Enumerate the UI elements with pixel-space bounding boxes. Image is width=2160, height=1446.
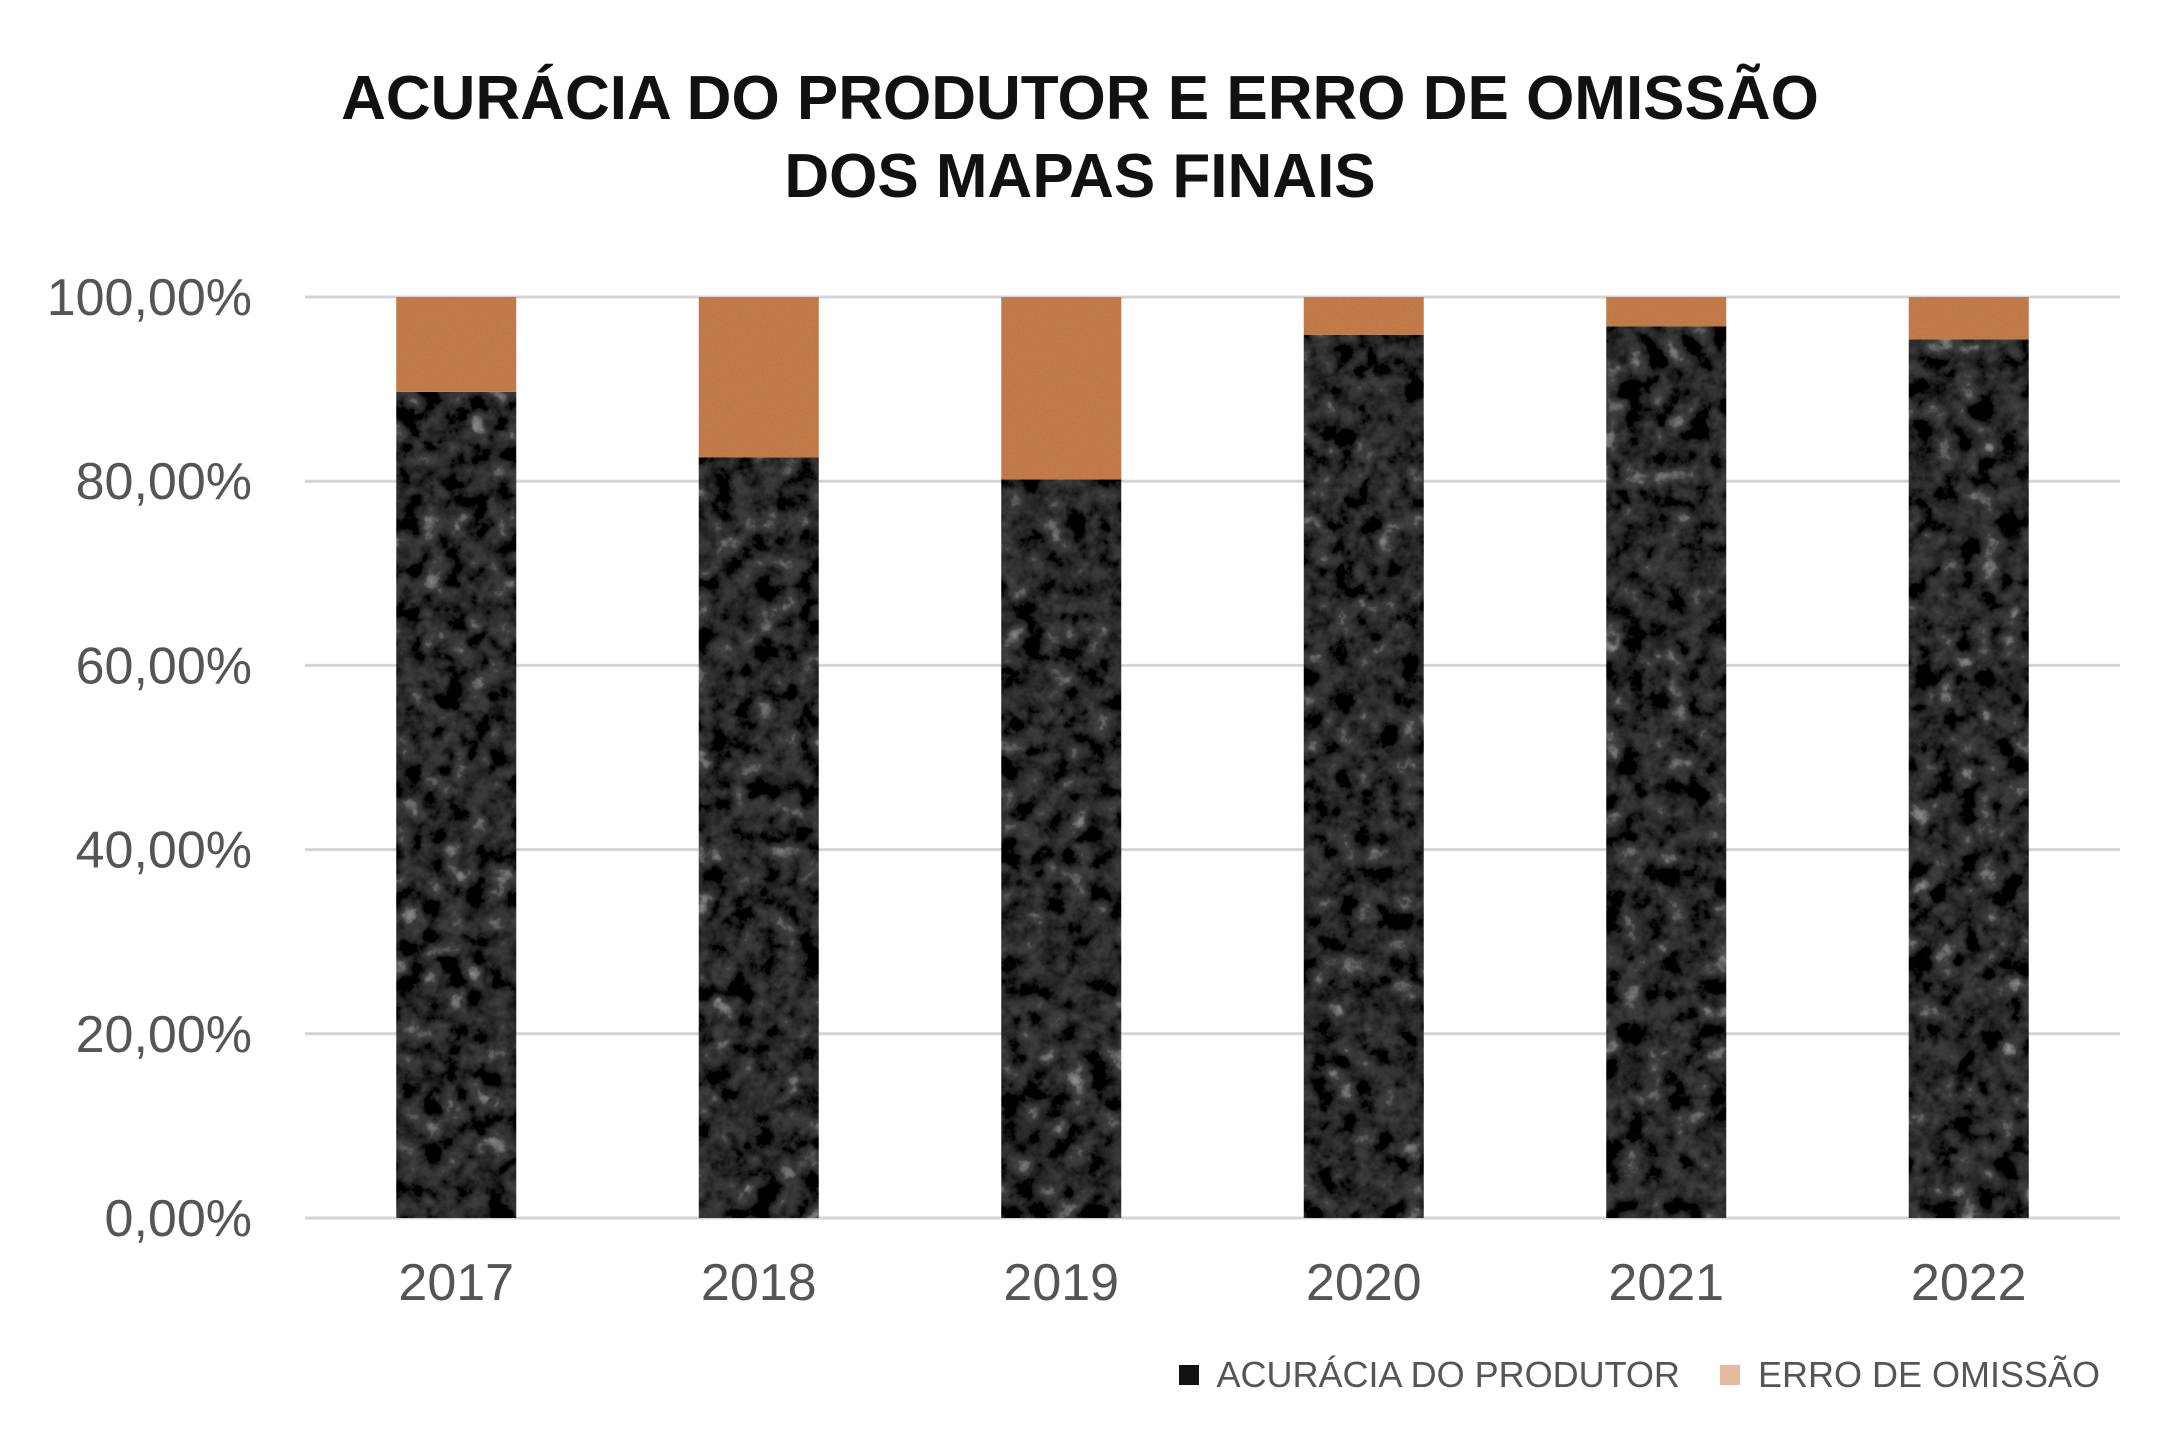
y-axis-ticks: 0,00% 20,00% 40,00% 60,00% 80,00% 100,00% xyxy=(47,269,252,1248)
bar-erro-2017 xyxy=(396,297,517,392)
y-tick-label: 20,00% xyxy=(76,1006,252,1064)
bar-acuracia-2022 xyxy=(1908,339,2029,1219)
y-tick-label: 40,00% xyxy=(76,822,252,880)
y-tick-label: 80,00% xyxy=(76,453,252,511)
bar-acuracia-2020 xyxy=(1303,334,1424,1218)
chart-title: ACURÁCIA DO PRODUTOR E ERRO DE OMISSÃO D… xyxy=(0,60,2160,216)
bar-erro-2021 xyxy=(1606,297,1727,327)
bar-acuracia-2017 xyxy=(396,391,517,1218)
chart-title-line-2: DOS MAPAS FINAIS xyxy=(784,142,1376,211)
y-tick-label: 100,00% xyxy=(47,269,252,327)
x-axis-ticks: 2017 2018 2019 2020 2021 2022 xyxy=(398,1254,2026,1312)
x-tick-label: 2022 xyxy=(1911,1254,2027,1312)
bar-acuracia-2018 xyxy=(698,457,819,1218)
bars xyxy=(396,297,2029,1219)
x-tick-label: 2019 xyxy=(1003,1254,1119,1312)
legend-item-acuracia: ACURÁCIA DO PRODUTOR xyxy=(1178,1354,1680,1396)
bar-acuracia-2019 xyxy=(1001,479,1122,1218)
bar-erro-2022 xyxy=(1908,297,2029,340)
legend: ACURÁCIA DO PRODUTOR ERRO DE OMISSÃO xyxy=(1100,1354,2100,1396)
legend-swatch-erro xyxy=(1719,1365,1740,1385)
y-tick-label: 60,00% xyxy=(76,637,252,695)
gridlines xyxy=(305,295,2120,1220)
x-tick-label: 2021 xyxy=(1608,1254,1724,1312)
chart-title-line-1: ACURÁCIA DO PRODUTOR E ERRO DE OMISSÃO xyxy=(341,64,1819,133)
bar-erro-2019 xyxy=(1001,297,1122,480)
legend-label-acuracia: ACURÁCIA DO PRODUTOR xyxy=(1216,1354,1680,1395)
x-tick-label: 2017 xyxy=(398,1254,514,1312)
legend-label-erro: ERRO DE OMISSÃO xyxy=(1757,1354,2100,1395)
legend-item-erro: ERRO DE OMISSÃO xyxy=(1719,1354,2100,1396)
bar-erro-2020 xyxy=(1303,297,1424,335)
legend-swatch-acuracia xyxy=(1178,1365,1199,1385)
y-tick-label: 0,00% xyxy=(105,1190,252,1248)
bar-erro-2018 xyxy=(698,297,819,458)
bar-acuracia-2021 xyxy=(1606,326,1727,1218)
x-tick-label: 2020 xyxy=(1306,1254,1422,1312)
x-tick-label: 2018 xyxy=(701,1254,817,1312)
